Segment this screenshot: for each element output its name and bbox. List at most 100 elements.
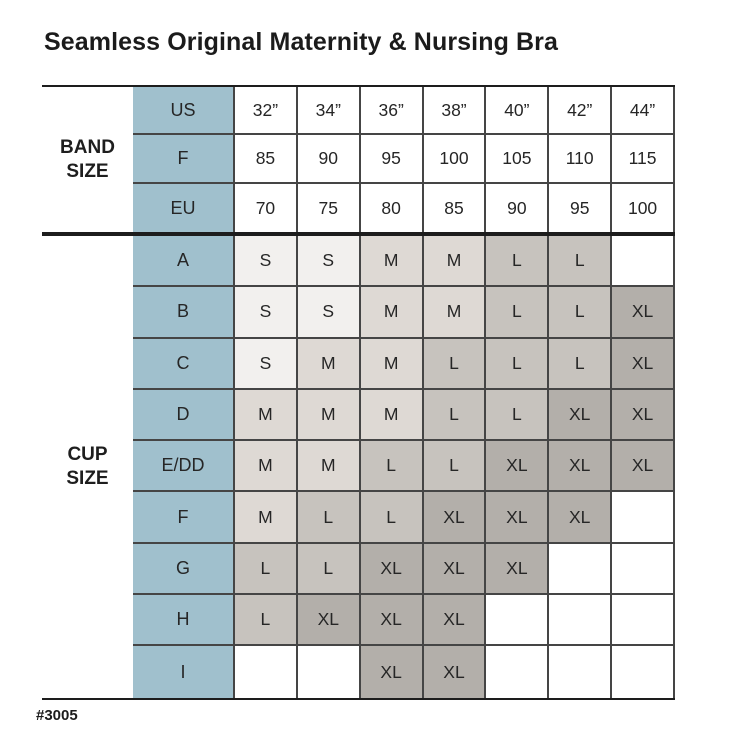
cup-size-cell: M [297,389,361,442]
cup-size-cell: L [360,492,424,544]
cup-size-cell: L [549,236,613,288]
cup-size-cell: XL [612,338,675,390]
cup-size-cell: XL [612,389,675,442]
cup-size-cell [297,646,361,698]
cup-size-cell: L [486,338,550,390]
cup-size-cell: L [423,441,487,493]
band-size-label: BAND SIZE [42,87,133,232]
cup-size-cell: XL [612,441,675,493]
cup-size-cell: XL [486,543,550,596]
cup-size-cell: L [297,543,361,596]
band-value-cell: 85 [235,135,298,184]
band-value-cell: 90 [297,135,361,184]
band-value-cell: 100 [423,135,487,184]
cup-size-cell: L [423,338,487,390]
band-value-cell: 90 [486,184,550,232]
cup-size-cell: L [486,389,550,442]
cup-size-cell: L [235,595,298,647]
cup-size-cell: XL [486,492,550,544]
cup-size-label-line: SIZE [66,467,109,489]
cup-size-cell [612,492,675,544]
cup-size-cell: XL [486,441,550,493]
band-value-cell: 95 [360,135,424,184]
cup-size-cell [612,543,675,596]
size-table: BAND SIZE US 32” 34” 36” 38” 40” 42” 44” F 85 90 95 10… [42,85,675,700]
band-value-cell: 40” [486,87,550,135]
cup-size-cell: XL [612,287,675,339]
cup-size-cell: S [235,338,298,390]
cup-size-cell: XL [423,646,487,698]
cup-size-cell: XL [360,646,424,698]
cup-size-cell: XL [549,492,613,544]
product-code: #3005 [36,707,78,724]
band-value-cell: 36” [360,87,424,135]
cup-row-header: F [133,492,235,544]
cup-size-cell: M [235,389,298,442]
band-value-cell: 85 [423,184,487,232]
band-row-header: F [133,135,235,184]
band-row-header: EU [133,184,235,232]
cup-size-cell: M [360,236,424,288]
cup-size-cell: M [360,389,424,442]
band-size-label-line: BAND [60,136,115,158]
cup-size-cell: M [235,441,298,493]
cup-size-cell [235,646,298,698]
band-value-cell: 100 [612,184,675,232]
band-value-cell: 42” [549,87,613,135]
cup-size-cell: L [235,543,298,596]
band-value-cell: 95 [549,184,613,232]
section-divider [42,232,675,236]
cup-size-cell [612,646,675,698]
cup-size-cell: S [235,236,298,288]
cup-size-cell: L [486,236,550,288]
cup-size-cell: L [549,338,613,390]
cup-size-cell: M [235,492,298,544]
cup-size-cell: XL [423,595,487,647]
cup-size-cell: M [423,236,487,288]
cup-row-header: C [133,338,235,390]
band-value-cell: 80 [360,184,424,232]
band-row-header: US [133,87,235,135]
band-value-cell: 105 [486,135,550,184]
cup-size-cell: XL [549,441,613,493]
band-value-cell: 75 [297,184,361,232]
cup-size-cell [549,595,613,647]
cup-size-label: CUP SIZE [42,236,133,698]
cup-size-cell: XL [423,543,487,596]
cup-size-cell: XL [549,389,613,442]
cup-row-header: I [133,646,235,698]
band-value-cell: 115 [612,135,675,184]
cup-size-cell: L [423,389,487,442]
cup-size-cell: XL [360,595,424,647]
cup-row-header: E/DD [133,441,235,493]
cup-size-cell [486,595,550,647]
cup-size-label-line: CUP [67,444,108,466]
cup-size-cell [612,595,675,647]
cup-row-header: B [133,287,235,339]
cup-size-cell [612,236,675,288]
cup-size-cell: L [486,287,550,339]
cup-size-cell [486,646,550,698]
band-value-cell: 70 [235,184,298,232]
cup-size-cell: M [423,287,487,339]
band-value-cell: 32” [235,87,298,135]
cup-size-cell: L [360,441,424,493]
cup-size-cell [549,646,613,698]
cup-size-cell: S [297,287,361,339]
cup-size-cell: XL [297,595,361,647]
band-value-cell: 44” [612,87,675,135]
cup-size-cell: M [297,338,361,390]
cup-row-header: D [133,389,235,442]
cup-row-header: G [133,543,235,596]
cup-size-cell: XL [423,492,487,544]
cup-row-header: H [133,595,235,647]
cup-row-header: A [133,236,235,288]
cup-size-cell: M [360,287,424,339]
band-value-cell: 110 [549,135,613,184]
page-title: Seamless Original Maternity & Nursing Br… [44,28,558,56]
cup-size-cell: L [297,492,361,544]
cup-size-cell: XL [360,543,424,596]
cup-size-cell: S [235,287,298,339]
cup-size-cell: S [297,236,361,288]
